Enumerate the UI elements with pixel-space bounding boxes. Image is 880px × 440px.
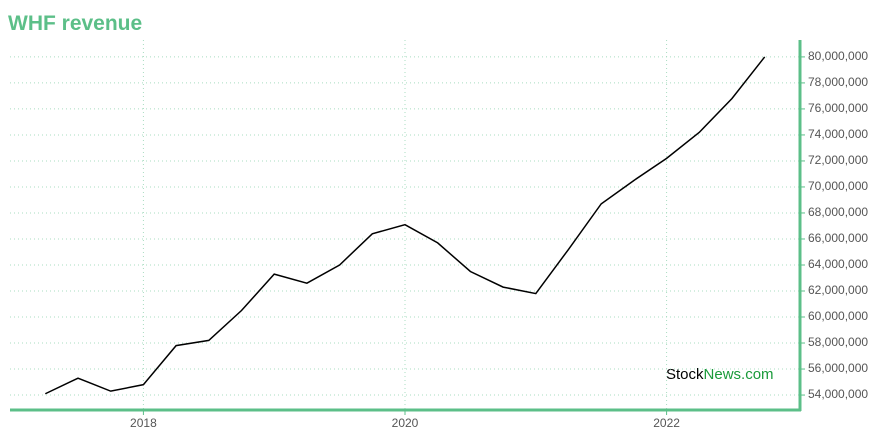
y-tick-label: 80,000,000 <box>808 49 868 63</box>
line-series <box>44 56 766 395</box>
y-tick-label: 78,000,000 <box>808 75 868 89</box>
watermark-part: Stock <box>666 366 704 383</box>
y-tick-label: 74,000,000 <box>808 127 868 141</box>
y-tick-label: 66,000,000 <box>808 231 868 245</box>
y-tick-label: 68,000,000 <box>808 205 868 219</box>
watermark-part: News.com <box>704 366 774 383</box>
y-tick-label: 60,000,000 <box>808 309 868 323</box>
y-tick-label: 58,000,000 <box>808 335 868 349</box>
y-tick-label: 76,000,000 <box>808 101 868 115</box>
x-tick-label: 2022 <box>653 416 680 430</box>
y-tick-label: 70,000,000 <box>808 179 868 193</box>
y-tick-label: 54,000,000 <box>808 387 868 401</box>
y-tick-label: 64,000,000 <box>808 257 868 271</box>
x-tick-label: 2018 <box>130 416 157 430</box>
chart-title: WHF revenue <box>8 12 142 35</box>
watermark: StockNews.com <box>666 366 774 383</box>
x-tick-label: 2020 <box>392 416 419 430</box>
y-tick-label: 72,000,000 <box>808 153 868 167</box>
y-tick-label: 56,000,000 <box>808 361 868 375</box>
y-tick-label: 62,000,000 <box>808 283 868 297</box>
